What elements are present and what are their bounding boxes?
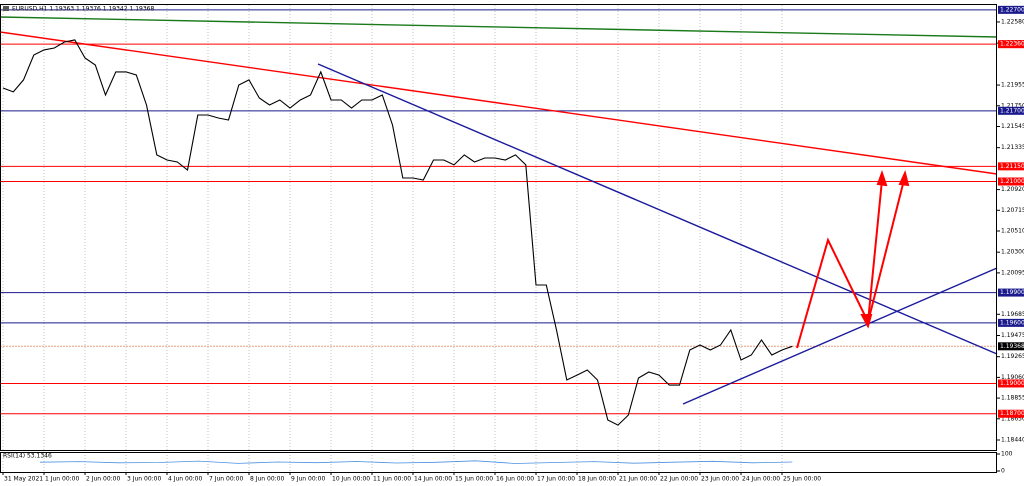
- y-tick-label: 1.21750: [1001, 102, 1024, 109]
- x-tick-label: 22 Jun 00:00: [660, 476, 698, 483]
- y-tick-label: 1.19475: [1001, 332, 1024, 339]
- plot-layer: [0, 5, 997, 472]
- level-label: 1.22360: [1000, 41, 1024, 48]
- rsi-panel-frame: [0, 452, 997, 473]
- level-label: 1.21150: [1000, 163, 1024, 170]
- x-tick-label: 15 Jun 00:00: [455, 476, 493, 483]
- trend-line: [0, 31, 998, 175]
- level-label: 1.19600: [1000, 319, 1024, 326]
- rsi-label: RSI(14) 53.1346: [3, 453, 52, 460]
- level-label-bg: [998, 342, 1024, 351]
- x-tick-label: 8 Jun 00:00: [250, 476, 284, 483]
- x-tick-label: 18 Jun 00:00: [578, 476, 616, 483]
- x-tick-label: 17 Jun 00:00: [537, 476, 575, 483]
- x-tick-label: 14 Jun 00:00: [414, 476, 452, 483]
- level-label-bg: [998, 409, 1024, 418]
- y-tick-label: 1.19060: [1001, 374, 1024, 381]
- x-tick-label: 10 Jun 00:00: [332, 476, 370, 483]
- y-tick-label: 1.20095: [1001, 269, 1024, 276]
- x-tick-label: 23 Jun 00:00: [701, 476, 739, 483]
- rsi-y-tick-label: 0: [1001, 468, 1005, 475]
- y-tick-label: 1.18440: [1001, 437, 1024, 444]
- chart-title: EURUSD,H1 1.19363 1.19376 1.19342 1.1936…: [12, 6, 154, 13]
- level-label: 1.22700: [1000, 6, 1024, 13]
- y-tick-label: 1.18650: [1001, 415, 1024, 422]
- x-tick-label: 4 Jun 00:00: [168, 476, 202, 483]
- level-label-bg: [998, 379, 1024, 388]
- price-line: [2, 39, 793, 426]
- level-label: 1.18700: [1000, 410, 1024, 417]
- level-label-bg: [998, 162, 1024, 171]
- y-tick-label: 1.20510: [1001, 227, 1024, 234]
- x-tick-label: 24 Jun 00:00: [742, 476, 780, 483]
- x-tick-label: 31 May 2021: [4, 476, 43, 483]
- x-tick-label: 11 Jun 00:00: [373, 476, 411, 483]
- trend-line: [317, 63, 998, 355]
- trend-line: [0, 16, 998, 38]
- y-tick-label: 1.21545: [1001, 123, 1024, 130]
- y-tick-label: 1.19265: [1001, 353, 1024, 360]
- level-label-bg: [998, 177, 1024, 186]
- main-panel-frame: [0, 4, 997, 451]
- projection-arrows: [796, 169, 910, 349]
- level-label-bg: [998, 106, 1024, 115]
- trend-line: [682, 267, 998, 405]
- y-tick-label: 1.22580: [1001, 18, 1024, 25]
- level-label: 1.21700: [1000, 107, 1024, 114]
- level-label: 1.19368: [1000, 343, 1024, 350]
- y-tick-label: 1.20715: [1001, 207, 1024, 214]
- level-label-bg: [998, 318, 1024, 327]
- x-tick-label: 16 Jun 00:00: [496, 476, 534, 483]
- x-tick-label: 7 Jun 00:00: [209, 476, 243, 483]
- x-tick-label: 3 Jun 00:00: [127, 476, 161, 483]
- y-tick-label: 1.19685: [1001, 311, 1024, 318]
- level-label-bg: [998, 288, 1024, 297]
- symbol-icon: [3, 6, 9, 11]
- y-tick-label: 1.21955: [1001, 82, 1024, 89]
- level-label-bg: [998, 5, 1024, 14]
- x-tick-label: 1 Jun 00:00: [45, 476, 79, 483]
- level-label: 1.19900: [1000, 289, 1024, 296]
- y-tick-label: 1.20300: [1001, 249, 1024, 256]
- y-tick-label: 1.20920: [1001, 186, 1024, 193]
- x-tick-label: 21 Jun 00:00: [619, 476, 657, 483]
- level-label-bg: [998, 40, 1024, 49]
- y-tick-label: 1.18855: [1001, 395, 1024, 402]
- y-tick-label: 1.21335: [1001, 144, 1024, 151]
- x-tick-label: 9 Jun 00:00: [291, 476, 325, 483]
- level-label: 1.21000: [1000, 178, 1024, 185]
- level-label: 1.19000: [1000, 380, 1024, 387]
- rsi-y-tick-label: 100: [1001, 451, 1013, 458]
- x-tick-label: 2 Jun 00:00: [86, 476, 120, 483]
- rsi-line: [39, 460, 793, 464]
- x-tick-label: 25 Jun 00:00: [783, 476, 821, 483]
